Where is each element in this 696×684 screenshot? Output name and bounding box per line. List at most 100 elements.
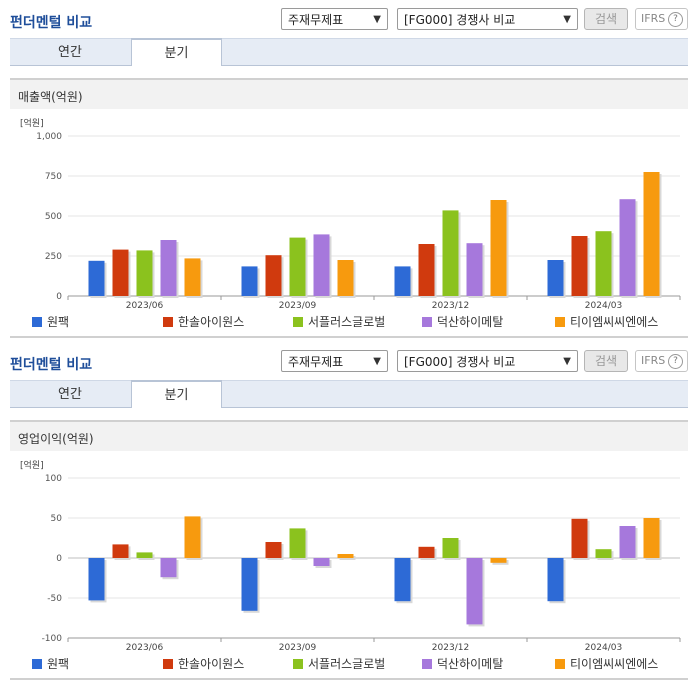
bar	[571, 518, 588, 558]
tab-quarter[interactable]: 분기	[131, 38, 222, 66]
period-tabs: 연간 분기	[10, 380, 688, 408]
legend-item[interactable]: 덕산하이메탈	[422, 313, 503, 330]
bar	[466, 243, 483, 296]
help-icon: ?	[668, 12, 683, 27]
ifrs-label: IFRS	[641, 12, 666, 25]
section-header: 펀더멘털 비교 주재무제표 ▼ [FG000] 경쟁사 비교 ▼ 검색 IFRS?	[0, 0, 696, 38]
operating-profit-bar-chart: [억원] -100 -50 0 50 100 2023/06 2023/09 2023/12 20…	[20, 459, 681, 653]
tab-annual[interactable]: 연간	[58, 45, 82, 60]
comparison-group-select[interactable]: [FG000] 경쟁사 비교 ▼	[397, 350, 578, 372]
legend-item[interactable]: 한솔아이원스	[163, 655, 244, 672]
x-tick-label: 2023/09	[279, 643, 317, 653]
bar	[619, 199, 636, 296]
legend-label: 티이엠씨씨엔에스	[570, 315, 659, 329]
x-tick-label: 2024/03	[585, 301, 622, 311]
ifrs-button[interactable]: IFRS?	[635, 8, 688, 30]
bar	[442, 538, 459, 558]
bar	[394, 558, 411, 602]
comparison-group-select[interactable]: [FG000] 경쟁사 비교 ▼	[397, 8, 578, 30]
section-title: 펀더멘털 비교	[10, 357, 93, 373]
comparison-group-value: [FG000] 경쟁사 비교	[404, 13, 516, 27]
metric-bar: 매출액(억원)	[10, 78, 688, 109]
bar	[241, 558, 258, 611]
bar	[571, 236, 588, 296]
bar	[490, 200, 507, 296]
section-divider	[10, 678, 688, 680]
legend-item[interactable]: 서플러스글로벌	[293, 655, 385, 672]
y-tick-label: 1,000	[36, 132, 62, 142]
legend-item[interactable]: 원팩	[32, 313, 69, 330]
tab-annual[interactable]: 연간	[58, 387, 82, 402]
bar	[643, 172, 660, 296]
bar	[313, 234, 330, 296]
chart-title: 매출액(억원)	[18, 90, 83, 104]
legend-swatch	[422, 317, 432, 327]
bar	[289, 237, 306, 296]
y-tick-label: 500	[45, 212, 62, 222]
bar	[418, 546, 435, 558]
bar	[136, 250, 153, 296]
legend-item[interactable]: 서플러스글로벌	[293, 313, 385, 330]
ifrs-button[interactable]: IFRS?	[635, 350, 688, 372]
y-tick-label: 50	[51, 514, 63, 524]
legend-label: 원팩	[47, 657, 70, 671]
legend-item[interactable]: 한솔아이원스	[163, 313, 244, 330]
bar	[313, 558, 330, 566]
legend-swatch	[555, 659, 565, 669]
bar	[547, 260, 564, 296]
section-divider	[10, 336, 688, 338]
chevron-down-icon: ▼	[373, 14, 381, 25]
bar	[88, 558, 105, 601]
legend-swatch	[32, 659, 42, 669]
legend-item[interactable]: 티이엠씨씨엔에스	[555, 655, 658, 672]
y-tick-label: 100	[45, 474, 62, 484]
tab-quarter[interactable]: 분기	[131, 380, 222, 408]
x-tick-label: 2023/09	[279, 301, 317, 311]
legend-label: 티이엠씨씨엔에스	[570, 657, 659, 671]
x-tick-label: 2023/06	[126, 301, 164, 311]
legend-swatch	[555, 317, 565, 327]
bar	[466, 558, 483, 625]
statement-type-value: 주재무제표	[288, 13, 344, 27]
bar	[337, 554, 354, 558]
chevron-down-icon: ▼	[563, 356, 571, 367]
period-tabs: 연간 분기	[10, 38, 688, 66]
bar	[112, 544, 129, 558]
bar	[643, 518, 660, 558]
legend-item[interactable]: 티이엠씨씨엔에스	[555, 313, 658, 330]
legend-label: 한솔아이원스	[178, 315, 245, 329]
chart-legend: 원팩 한솔아이원스 서플러스글로벌 덕산하이메탈 티이엠씨씨엔에스	[0, 655, 696, 673]
bar	[241, 266, 258, 296]
y-tick-label: -50	[47, 594, 62, 604]
bar	[265, 255, 282, 296]
search-button[interactable]: 검색	[584, 350, 628, 372]
bar	[595, 549, 612, 558]
legend-swatch	[32, 317, 42, 327]
legend-item[interactable]: 원팩	[32, 655, 69, 672]
search-button[interactable]: 검색	[584, 8, 628, 30]
legend-label: 한솔아이원스	[178, 657, 245, 671]
legend-label: 서플러스글로벌	[308, 315, 386, 329]
bar	[337, 260, 354, 296]
legend-item[interactable]: 덕산하이메탈	[422, 655, 503, 672]
help-icon: ?	[668, 354, 683, 369]
bar	[136, 552, 153, 558]
ifrs-label: IFRS	[641, 354, 666, 367]
y-tick-label: 0	[56, 292, 62, 302]
legend-swatch	[422, 659, 432, 669]
y-tick-label: 750	[45, 172, 62, 182]
bar	[595, 231, 612, 296]
fundamental-section-revenue: 펀더멘털 비교 주재무제표 ▼ [FG000] 경쟁사 비교 ▼ 검색 IFRS? …	[0, 0, 696, 340]
x-tick-label: 2023/12	[432, 301, 469, 311]
statement-type-select[interactable]: 주재무제표 ▼	[281, 350, 388, 372]
y-tick-label: 0	[56, 554, 62, 564]
bar	[547, 558, 564, 602]
statement-type-select[interactable]: 주재무제표 ▼	[281, 8, 388, 30]
statement-type-value: 주재무제표	[288, 355, 344, 369]
y-unit-label: [억원]	[20, 117, 44, 129]
chart-title: 영업이익(억원)	[18, 432, 94, 446]
bar	[184, 258, 201, 296]
y-tick-label: -100	[42, 634, 63, 644]
chevron-down-icon: ▼	[563, 14, 571, 25]
bar	[418, 244, 435, 296]
